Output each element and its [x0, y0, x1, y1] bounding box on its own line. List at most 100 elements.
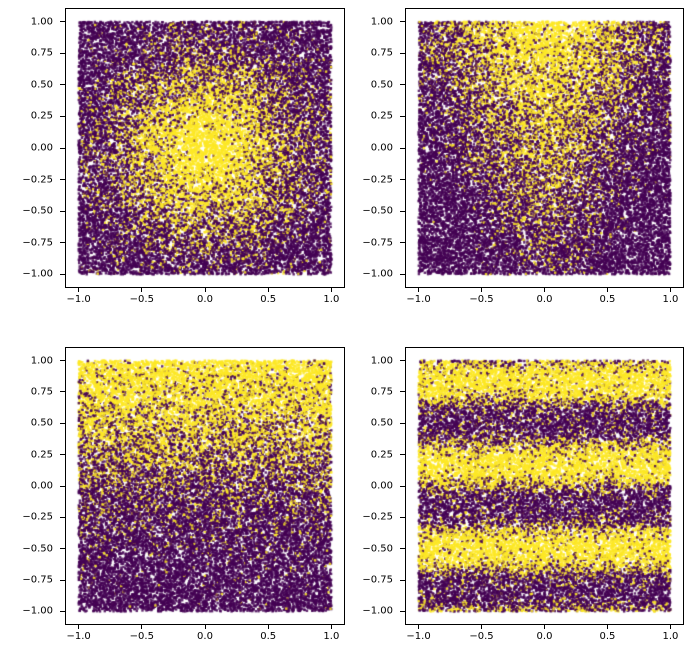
y-tick-mark	[60, 454, 65, 456]
y-tick-label: −0.75	[362, 574, 393, 586]
y-tick-mark	[60, 391, 65, 393]
y-tick-label: 0.50	[370, 79, 393, 91]
x-tick-mark	[481, 287, 483, 292]
y-tick-label: −0.75	[362, 237, 393, 249]
y-tick-label: 0.50	[30, 417, 53, 429]
x-tick-label: −1.0	[406, 631, 431, 642]
y-tick-mark	[60, 84, 65, 86]
y-tick-label: −0.25	[22, 511, 53, 523]
y-tick-label: −1.00	[22, 268, 53, 280]
x-tick-mark	[606, 287, 608, 292]
x-tick-label: 1.0	[662, 294, 679, 305]
y-tick-label: −0.25	[362, 174, 393, 186]
y-tick-label: −0.25	[362, 511, 393, 523]
y-tick-mark	[400, 360, 405, 362]
y-tick-mark	[60, 579, 65, 581]
axes-bottom-right: −1.0 −0.5 0.0 0.5 1.0 1.00 0.75 0.50 0.25 0.00 −0.…	[362, 347, 684, 642]
x-tick-label: 0.0	[197, 631, 213, 642]
y-tick-mark	[60, 485, 65, 487]
y-tick-label: −1.00	[362, 268, 393, 280]
y-tick-mark	[60, 273, 65, 275]
scatter-canvas-top-right	[406, 9, 683, 287]
y-tick-mark	[60, 115, 65, 117]
x-tick-mark	[418, 624, 420, 629]
x-tick-mark	[141, 287, 143, 292]
y-tick-label: −1.00	[362, 605, 393, 617]
x-tick-mark	[78, 287, 80, 292]
x-tick-mark	[418, 287, 420, 292]
y-tick-mark	[400, 454, 405, 456]
y-tick-mark	[60, 52, 65, 54]
y-tick-mark	[400, 579, 405, 581]
x-tick-mark	[204, 287, 206, 292]
x-tick-label: −1.0	[66, 294, 91, 305]
scatter-canvas-bottom-right	[406, 348, 683, 624]
y-tick-label: 0.00	[370, 480, 393, 492]
x-tick-label: 0.5	[260, 294, 277, 305]
x-tick-mark	[606, 624, 608, 629]
y-tick-label: −0.50	[22, 543, 53, 555]
y-tick-label: 0.00	[370, 142, 393, 154]
y-tick-mark	[60, 179, 65, 181]
y-tick-label: 0.75	[370, 386, 393, 398]
y-tick-mark	[400, 516, 405, 518]
y-tick-label: 0.25	[370, 449, 393, 461]
y-tick-label: 0.50	[370, 417, 393, 429]
x-tick-label: 0.0	[536, 631, 553, 642]
y-tick-label: −0.25	[22, 174, 53, 186]
y-tick-label: 1.00	[30, 16, 53, 28]
y-tick-mark	[400, 273, 405, 275]
y-tick-label: −0.50	[362, 205, 393, 217]
scatter-canvas-bottom-left	[66, 348, 344, 624]
x-tick-mark	[330, 624, 332, 629]
y-tick-label: 1.00	[370, 355, 393, 367]
x-tick-label: 0.5	[599, 294, 616, 305]
x-tick-label: 1.0	[323, 294, 340, 305]
y-tick-label: 0.25	[30, 449, 53, 461]
y-tick-label: 0.25	[370, 110, 393, 122]
y-tick-mark	[400, 115, 405, 117]
x-tick-mark	[544, 624, 545, 629]
y-tick-mark	[60, 422, 65, 424]
y-tick-label: −0.50	[22, 205, 53, 217]
y-tick-mark	[400, 242, 405, 244]
y-tick-mark	[400, 21, 405, 23]
y-tick-mark	[400, 610, 405, 612]
y-tick-label: 0.75	[30, 47, 53, 59]
x-tick-mark	[267, 287, 269, 292]
x-tick-mark	[669, 624, 671, 629]
y-tick-mark	[400, 84, 405, 86]
y-tick-mark	[400, 52, 405, 54]
x-tick-mark	[544, 287, 545, 292]
x-tick-label: 0.0	[197, 294, 213, 305]
y-tick-label: 0.75	[370, 47, 393, 59]
y-tick-mark	[400, 179, 405, 181]
x-tick-label: 1.0	[662, 631, 679, 642]
y-tick-mark	[60, 516, 65, 518]
x-tick-mark	[669, 287, 671, 292]
x-tick-label: 0.5	[260, 631, 277, 642]
y-tick-mark	[60, 242, 65, 244]
x-tick-mark	[204, 624, 206, 629]
y-tick-mark	[400, 391, 405, 393]
x-tick-mark	[267, 624, 269, 629]
x-tick-label: −1.0	[66, 631, 91, 642]
y-tick-mark	[400, 548, 405, 550]
axes-bottom-left: −1.0 −0.5 0.0 0.5 1.0 1.00 0.75 0.50 0.25 0.00 −0.…	[22, 347, 345, 642]
x-tick-label: −0.5	[129, 631, 154, 642]
y-tick-mark	[400, 485, 405, 487]
x-tick-label: 0.5	[599, 631, 616, 642]
axes-top-right: −1.0 −0.5 0.0 0.5 1.0 1.00 0.75 0.50 0.25 0.00 −0.…	[362, 8, 684, 305]
y-tick-label: 0.50	[30, 79, 53, 91]
y-tick-label: 0.25	[30, 110, 53, 122]
x-tick-label: −0.5	[469, 631, 494, 642]
x-tick-mark	[330, 287, 332, 292]
y-tick-label: 1.00	[30, 355, 53, 367]
y-tick-label: 0.75	[30, 386, 53, 398]
y-tick-mark	[60, 21, 65, 23]
x-tick-mark	[78, 624, 80, 629]
x-tick-label: −1.0	[406, 294, 431, 305]
y-tick-label: −0.75	[22, 237, 53, 249]
y-tick-label: −1.00	[22, 605, 53, 617]
